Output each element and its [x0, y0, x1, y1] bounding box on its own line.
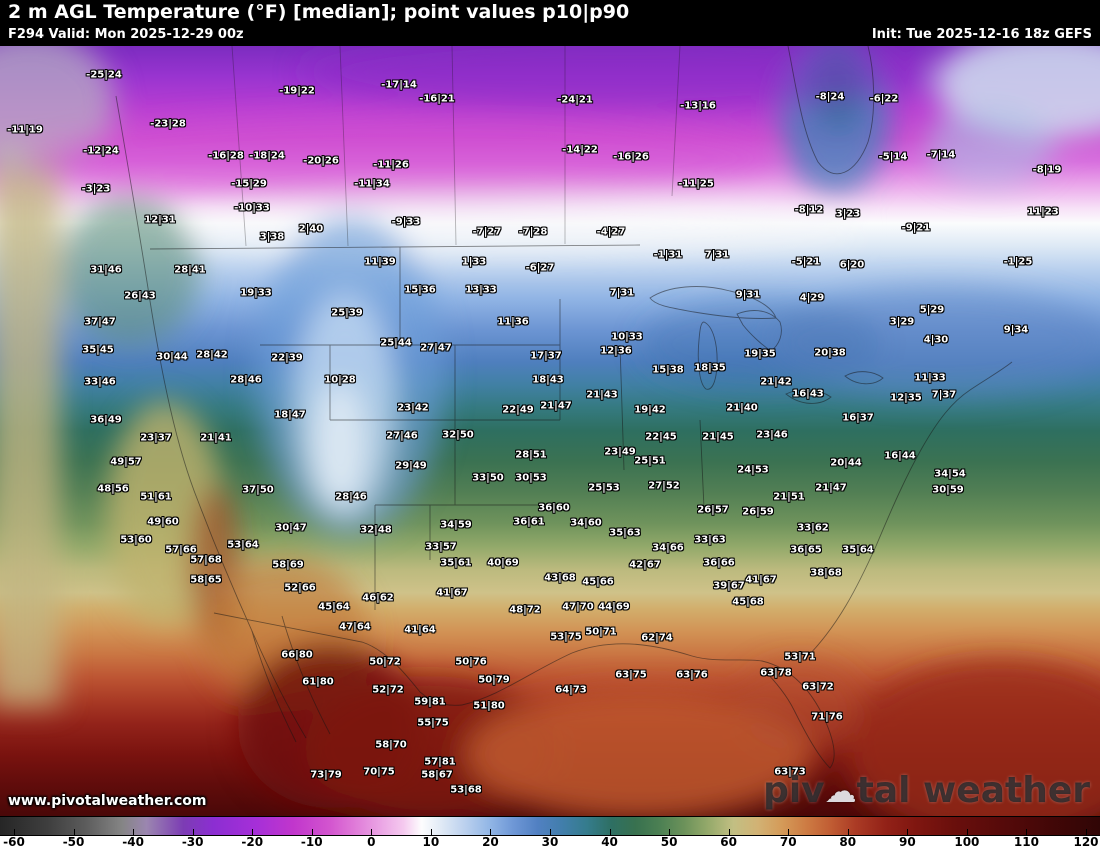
colorbar-tick-label: 120: [1073, 835, 1099, 849]
colorbar-tick-label: -50: [62, 835, 85, 849]
colorbar-tickmark: [728, 829, 730, 835]
colorbar-tick-label: 10: [422, 835, 440, 849]
colorbar-tick-label: 40: [601, 835, 618, 849]
colorbar-tickmark: [1086, 829, 1087, 835]
colorbar-tickmark: [847, 829, 849, 835]
brand-text-prefix: piv: [763, 770, 825, 811]
temperature-field-overlays: [0, 46, 1100, 816]
colorbar-tick-label: 60: [720, 835, 738, 849]
colorbar-tickmark: [907, 829, 909, 835]
colorbar: [0, 816, 1100, 836]
init-time-label: Init: Tue 2025-12-16 18z GEFS: [871, 27, 1092, 42]
colorbar-tickmark: [1026, 829, 1028, 835]
colorbar-tick-label: 30: [541, 835, 559, 849]
colorbar-tickmark: [311, 829, 313, 835]
map-borders: [115, 46, 1013, 769]
colorbar-tickmark: [371, 829, 373, 835]
colorbar-tickmark: [133, 829, 135, 835]
colorbar-tick-label: 0: [367, 835, 376, 849]
colorbar-tickmark: [73, 829, 75, 835]
colorbar-tickmark: [430, 829, 432, 835]
header-bar: 2 m AGL Temperature (°F) [median]; point…: [0, 0, 1100, 46]
colorbar-tickmark: [14, 829, 15, 835]
colorbar-tick-label: -20: [241, 835, 264, 849]
header-subrow: F294 Valid: Mon 2025-12-29 00z Init: Tue…: [8, 27, 1092, 42]
valid-time-label: F294 Valid: Mon 2025-12-29 00z: [8, 27, 244, 42]
site-url-watermark: www.pivotalweather.com: [8, 793, 207, 809]
brand-logo: piv☁tal weather: [763, 770, 1090, 811]
colorbar-tick-label: -60: [3, 835, 25, 849]
temperature-field-svg: [0, 46, 1100, 816]
cloud-icon: ☁: [824, 772, 857, 810]
colorbar-tick-label: 80: [839, 835, 857, 849]
temperature-map: [0, 46, 1100, 816]
colorbar-tickmark: [490, 829, 492, 835]
brand-text-suffix: tal weather: [856, 770, 1090, 811]
colorbar-tickmark: [788, 829, 790, 835]
map-title: 2 m AGL Temperature (°F) [median]; point…: [8, 1, 630, 23]
colorbar-tickmark: [966, 829, 968, 835]
colorbar-tick-label: 70: [779, 835, 797, 849]
colorbar-tickmark: [609, 829, 611, 835]
colorbar-tick-label: -30: [181, 835, 204, 849]
colorbar-tick-label: 20: [482, 835, 499, 849]
colorbar-tickmark: [192, 829, 194, 835]
colorbar-tickmark: [550, 829, 551, 835]
colorbar-tickmark: [669, 829, 671, 835]
colorbar-tick-label: 110: [1013, 835, 1039, 849]
colorbar-tick-label: 50: [660, 835, 678, 849]
colorbar-tick-label: -10: [300, 835, 323, 849]
colorbar-tick-label: -40: [122, 835, 144, 849]
colorbar-ticks: -60 -50 -40 -30 -20 -10 0 10 20 30 40 50 60 70 80 90 100…: [0, 835, 1100, 850]
colorbar-tick-label: 90: [898, 835, 916, 849]
colorbar-tickmark: [252, 829, 254, 835]
colorbar-tick-label: 100: [954, 835, 980, 849]
